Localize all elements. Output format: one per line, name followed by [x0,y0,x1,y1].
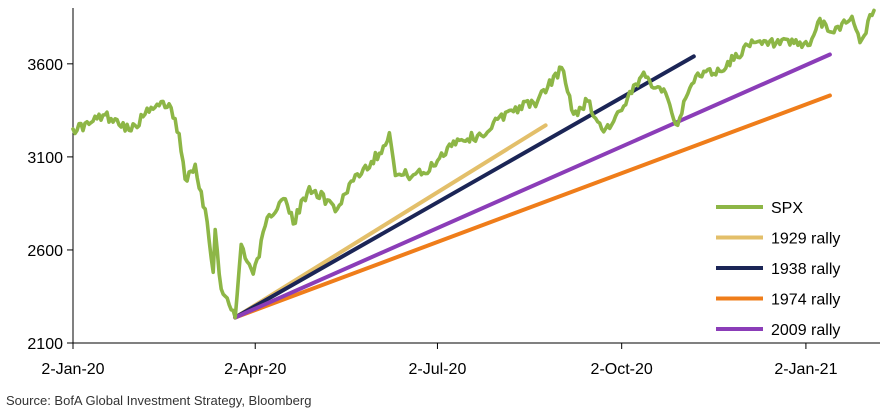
y-ticks: 2100 2600 3100 3600 [27,57,73,353]
x-tick-label: 2-Oct-20 [591,361,653,378]
series-line-spx [71,8,876,320]
axes [72,8,880,344]
y-tick-label: 3100 [27,150,63,167]
x-ticks: 2-Jan-20 2-Apr-20 2-Jul-20 2-Oct-20 2-Jan-21 [41,343,838,378]
series-line-1974-rally [233,93,832,320]
series-layer [71,8,876,320]
source-note: Source: BofA Global Investment Strategy,… [6,393,312,408]
series-line-1929-rally [233,123,548,320]
legend-label: 2009 rally [771,322,840,339]
series-line-1938-rally [233,54,696,320]
y-tick-label: 3600 [27,57,63,74]
legend: SPX 1929 rally 1938 rally 1974 rally 2009 ra… [716,200,840,339]
legend-label: 1938 rally [771,261,840,278]
y-tick-label: 2100 [27,336,63,353]
legend-label: SPX [771,200,803,217]
x-tick-label: 2-Jan-20 [41,361,104,378]
series-line-2009-rally [233,52,832,320]
legend-label: 1974 rally [771,292,840,309]
x-tick-label: 2-Apr-20 [224,361,286,378]
x-tick-label: 2-Jan-21 [774,361,837,378]
y-tick-label: 2600 [27,243,63,260]
legend-label: 1929 rally [771,231,840,248]
x-tick-label: 2-Jul-20 [409,361,467,378]
